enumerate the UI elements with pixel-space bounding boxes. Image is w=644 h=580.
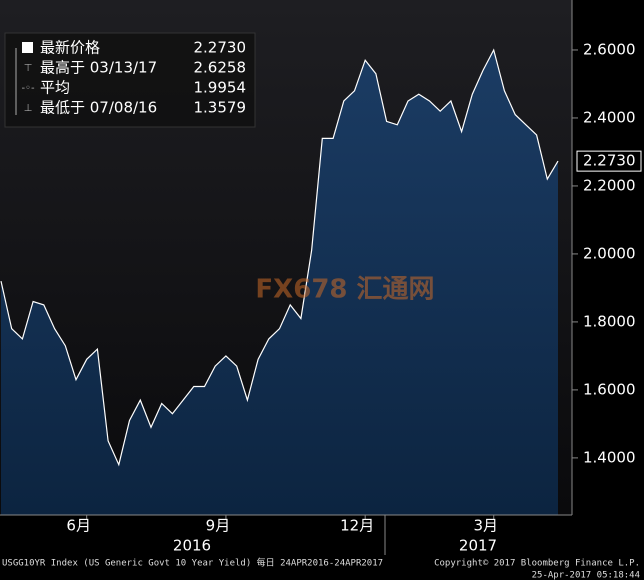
- legend-value: 2.2730: [194, 39, 247, 57]
- legend-icon: ⊥: [24, 103, 33, 114]
- y-tick-label: 2.6000: [583, 40, 636, 58]
- legend-label: 最低于 07/08/16: [40, 99, 157, 117]
- legend-value: 1.9954: [194, 79, 247, 97]
- last-value-box: [576, 150, 642, 172]
- y-tick-label: 2.2000: [583, 176, 636, 194]
- x-tick-label: 3月: [473, 517, 498, 535]
- legend-value: 1.3579: [194, 99, 247, 117]
- legend-label: 最新价格: [40, 39, 100, 57]
- area: [1, 50, 558, 515]
- legend-icon: -◦-: [21, 83, 35, 94]
- footer-right: Copyright© 2017 Bloomberg Finance L.P.: [434, 559, 640, 569]
- plot: [0, 48, 559, 515]
- y-tick-label: 2.0000: [583, 244, 636, 262]
- legend-swatch: [22, 42, 33, 53]
- x-tick-label: 6月: [66, 517, 91, 535]
- y-tick-label: 1.6000: [583, 380, 636, 398]
- year-label: 2017: [459, 537, 497, 555]
- footer-right: 25-Apr-2017 05:18:44: [532, 571, 640, 580]
- legend-label: 平均: [40, 79, 70, 97]
- last-value-label: 2.2730: [583, 152, 636, 170]
- legend-box: [4, 32, 256, 128]
- y-tick-label: 1.4000: [583, 448, 636, 466]
- legend-label: 最高于 03/13/17: [40, 59, 157, 77]
- legend-icon: ⊤: [24, 63, 33, 74]
- footer-left: USGG10YR Index (US Generic Govt 10 Year …: [2, 557, 383, 569]
- x-tick-label: 12月: [340, 517, 374, 535]
- year-label: 2016: [173, 537, 211, 555]
- watermark: FX678 汇通网: [255, 275, 434, 305]
- y-tick-label: 1.8000: [583, 312, 636, 330]
- legend: [4, 32, 256, 128]
- y-tick-label: 2.4000: [583, 108, 636, 126]
- x-tick-label: 9月: [206, 517, 231, 535]
- legend-value: 2.6258: [194, 59, 247, 77]
- line: [0, 48, 559, 467]
